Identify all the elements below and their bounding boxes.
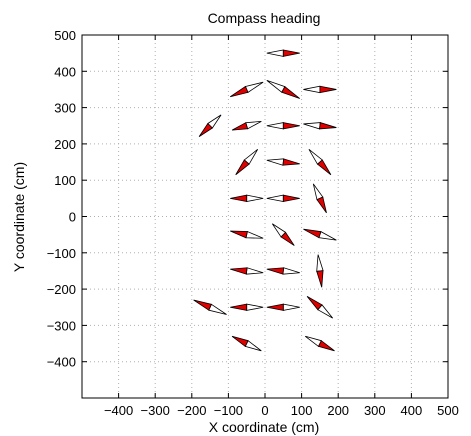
compass-arrow-head xyxy=(266,303,284,311)
x-tick-label: 0 xyxy=(261,403,268,418)
compass-arrow xyxy=(230,303,264,311)
compass-arrow-head xyxy=(316,196,327,214)
y-tick-label: 400 xyxy=(54,64,76,79)
y-tick-label: −400 xyxy=(47,355,76,370)
grid xyxy=(82,35,448,398)
compass-arrow-head xyxy=(230,303,248,311)
y-tick-label: −300 xyxy=(47,318,76,333)
x-tick-label: −100 xyxy=(214,403,243,418)
plot-frame xyxy=(81,34,449,399)
compass-arrow xyxy=(266,122,300,130)
y-tick-label: 200 xyxy=(54,137,76,152)
compass-arrow-head xyxy=(282,49,300,57)
compass-arrow-head xyxy=(303,228,322,239)
compass-arrow xyxy=(266,267,300,275)
compass-arrow xyxy=(231,335,262,352)
compass-arrow xyxy=(230,81,264,98)
y-axis-label: Y coordinate (cm) xyxy=(11,162,27,272)
compass-arrow-head xyxy=(316,159,332,176)
compass-arrow-head xyxy=(231,335,249,348)
compass-arrow xyxy=(193,299,227,315)
x-tick-label: −300 xyxy=(141,403,170,418)
compass-arrow xyxy=(230,194,264,203)
y-tick-label: 500 xyxy=(54,28,76,43)
compass-arrow xyxy=(266,303,300,311)
compass-arrow-head xyxy=(282,194,300,203)
compass-arrow-head xyxy=(280,231,295,246)
compass-arrow-head xyxy=(281,86,301,99)
compass-arrow-head xyxy=(193,299,212,311)
x-tick-label: 300 xyxy=(364,403,386,418)
compass-arrow xyxy=(230,267,264,275)
compass-arrow-head xyxy=(230,230,248,239)
compass-arrow xyxy=(312,183,327,214)
compass-arrow-head xyxy=(316,270,324,288)
y-tick-label: −100 xyxy=(47,246,76,261)
compass-arrow xyxy=(271,223,295,246)
compass-arrow-head xyxy=(306,296,323,311)
compass-arrow xyxy=(303,122,337,130)
y-tick-label: 300 xyxy=(54,101,76,116)
compass-arrow-head xyxy=(231,122,249,131)
x-tick-labels: −400 −300 −200 −100 0 100 200 300 400 500 xyxy=(104,403,459,418)
y-tick-label: −200 xyxy=(47,282,76,297)
compass-arrow-head xyxy=(282,158,300,166)
compass-arrow xyxy=(305,335,335,352)
compass-arrow xyxy=(198,114,222,137)
compass-arrow xyxy=(266,79,301,99)
compass-arrow-head xyxy=(319,85,337,94)
compass-arrow-head xyxy=(230,267,248,275)
compass-arrow xyxy=(303,85,337,94)
compass-arrow-head xyxy=(235,159,250,176)
compass-arrow xyxy=(235,149,259,176)
y-tick-label: 0 xyxy=(69,210,76,225)
compass-arrow-head xyxy=(282,122,300,130)
x-tick-label: 400 xyxy=(401,403,423,418)
x-tick-label: −200 xyxy=(177,403,206,418)
compass-arrow-head xyxy=(266,267,285,275)
compass-arrow xyxy=(266,194,300,203)
x-tick-label: 200 xyxy=(327,403,349,418)
chart-title: Compass heading xyxy=(208,10,321,26)
compass-arrow xyxy=(266,158,300,166)
axis-ticks xyxy=(82,34,449,398)
x-axis-label: X coordinate (cm) xyxy=(209,419,319,435)
compass-arrow xyxy=(266,49,300,57)
compass-arrow xyxy=(231,120,262,131)
compass-arrow xyxy=(308,149,332,176)
y-tick-label: 100 xyxy=(54,173,76,188)
compass-arrow-head xyxy=(319,122,337,130)
compass-arrow xyxy=(306,296,334,319)
compass-arrows xyxy=(193,49,337,352)
x-tick-label: 100 xyxy=(291,403,313,418)
compass-arrow xyxy=(316,254,324,288)
x-tick-label: −400 xyxy=(104,403,133,418)
y-tick-labels: −400 −300 −200 −100 0 100 200 300 400 500 xyxy=(47,28,76,370)
compass-arrow-head xyxy=(230,85,249,98)
x-tick-label: 500 xyxy=(437,403,459,418)
compass-arrow xyxy=(303,228,337,241)
compass-arrow xyxy=(230,230,264,239)
compass-arrow-head xyxy=(317,340,335,352)
compass-arrow-head xyxy=(230,194,248,203)
compass-arrow-head xyxy=(198,122,213,137)
